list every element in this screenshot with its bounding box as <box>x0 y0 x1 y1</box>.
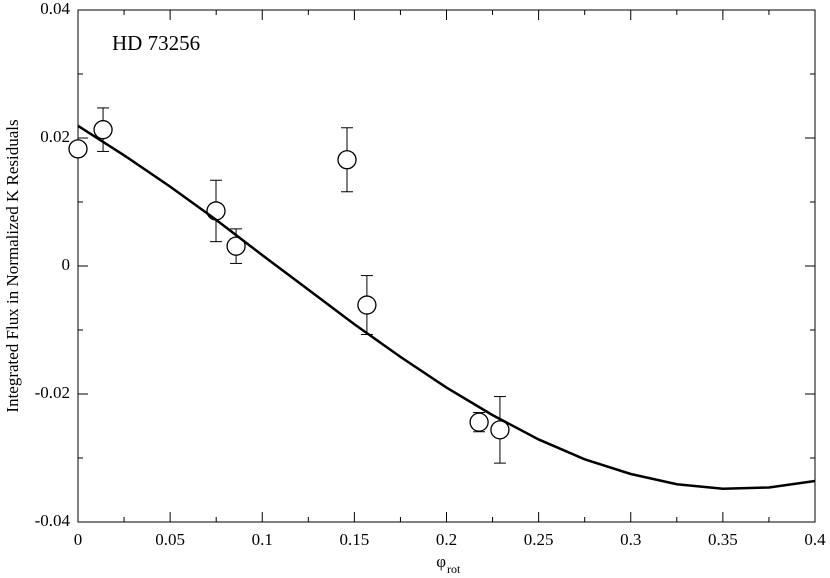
plot-frame <box>77 9 816 523</box>
data-point <box>226 236 246 256</box>
data-point <box>357 295 377 315</box>
annotation: HD 73256 <box>112 31 200 55</box>
data-point <box>93 120 113 140</box>
y-tick-label: 0.02 <box>40 127 70 146</box>
x-tick-label: 0.35 <box>708 530 738 549</box>
x-tick-label: 0.25 <box>524 530 554 549</box>
x-tick-label: 0.2 <box>436 530 457 549</box>
x-axis-label: φ <box>436 552 446 571</box>
data-point <box>490 420 510 440</box>
x-tick-label: 0.3 <box>620 530 641 549</box>
x-axis-label-sub: rot <box>447 562 461 576</box>
data-point <box>68 139 88 159</box>
x-tick-label: 0.15 <box>340 530 370 549</box>
y-axis-label: Integrated Flux in Normalized K Residual… <box>3 119 22 412</box>
x-tick-label: 0 <box>74 530 83 549</box>
data-point <box>206 201 226 221</box>
x-tick-label: 0.05 <box>155 530 185 549</box>
x-tick-label: 0.1 <box>252 530 273 549</box>
data-point <box>469 412 489 432</box>
y-tick-label: 0 <box>62 255 71 274</box>
y-tick-label: -0.02 <box>35 383 70 402</box>
x-tick-label: 0.4 <box>804 530 826 549</box>
y-tick-label: 0.04 <box>40 0 70 18</box>
y-tick-label: -0.04 <box>35 511 71 530</box>
fit-curve <box>77 124 816 490</box>
data-point <box>337 150 357 170</box>
